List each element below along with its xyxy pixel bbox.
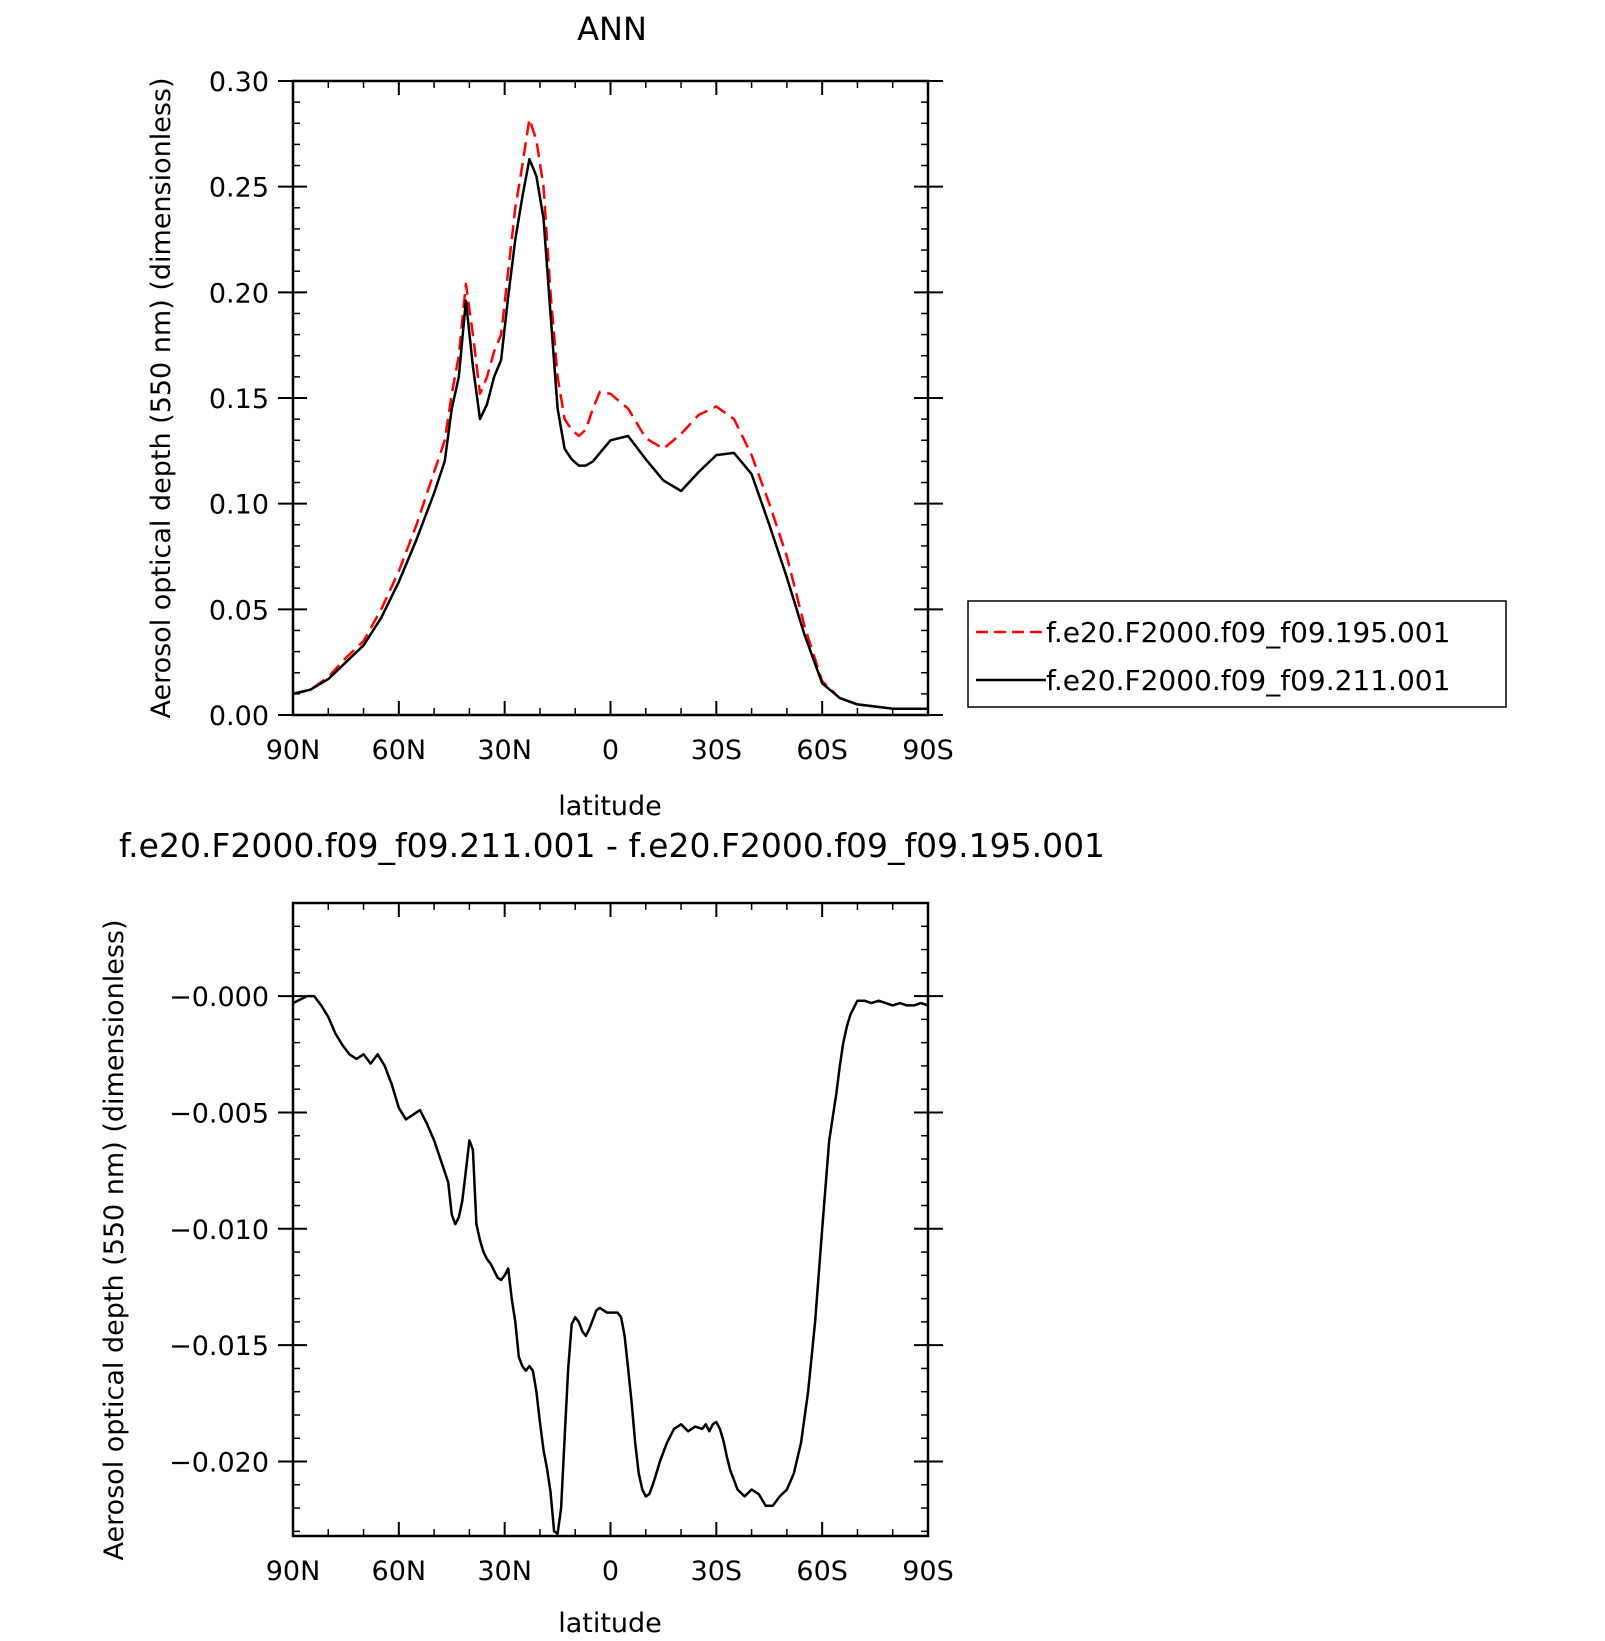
top-chart-panel: ANN 90N 60N 30N 0 30S 60S 90S 0.00 0.05 0.10 0.15… xyxy=(146,10,1507,822)
bottom-chart-y-axis-label: Aerosol optical depth (550 nm) (dimensio… xyxy=(99,919,130,1560)
bottom-chart-y-tick-labels: −0.000 −0.005 −0.010 −0.015 −0.020 xyxy=(169,982,269,1478)
top-y-tick-label: 0.30 xyxy=(209,67,269,98)
top-series-line-1 xyxy=(292,117,928,710)
top-chart-x-axis-label: latitude xyxy=(558,791,662,822)
top-x-tick-label: 90N xyxy=(266,735,321,766)
bottom-y-tick-label: −0.000 xyxy=(169,982,269,1013)
top-y-tick-label: 0.25 xyxy=(209,173,269,204)
bottom-x-tick-label: 90N xyxy=(266,1556,321,1587)
bottom-chart-plot-frame xyxy=(291,901,930,1538)
bottom-chart-x-tick-labels: 90N 60N 30N 0 30S 60S 90S xyxy=(266,1556,954,1587)
bottom-y-tick-label: −0.010 xyxy=(169,1215,269,1246)
bottom-y-tick-label: −0.015 xyxy=(169,1331,269,1362)
top-x-tick-label: 0 xyxy=(602,735,619,766)
top-chart-x-tick-labels: 90N 60N 30N 0 30S 60S 90S xyxy=(266,735,954,766)
top-x-tick-label: 60N xyxy=(372,735,427,766)
top-y-tick-label: 0.15 xyxy=(209,384,269,415)
bottom-chart-ticks xyxy=(278,902,943,1536)
top-chart-y-axis-label: Aerosol optical depth (550 nm) (dimensio… xyxy=(146,77,177,718)
bottom-x-tick-label: 60S xyxy=(796,1556,848,1587)
bottom-x-tick-label: 90S xyxy=(902,1556,954,1587)
bottom-x-tick-label: 60N xyxy=(372,1556,427,1587)
legend-frame xyxy=(967,600,1507,708)
top-chart-title: ANN xyxy=(577,10,647,48)
top-chart-ticks xyxy=(278,80,943,716)
top-x-tick-label: 30S xyxy=(691,735,743,766)
bottom-chart-series xyxy=(292,994,929,1535)
top-y-tick-label: 0.20 xyxy=(209,278,269,309)
bottom-y-tick-label: −0.005 xyxy=(169,1098,269,1129)
bottom-chart-panel: f.e20.F2000.f09_f09.211.001 - f.e20.F200… xyxy=(99,826,1105,1639)
top-y-tick-label: 0.05 xyxy=(209,595,269,626)
top-x-tick-label: 90S xyxy=(902,735,954,766)
bottom-chart-title: f.e20.F2000.f09_f09.211.001 - f.e20.F200… xyxy=(119,826,1105,865)
legend-label-series-2: f.e20.F2000.f09_f09.211.001 xyxy=(1046,664,1450,697)
bottom-chart-x-axis-label: latitude xyxy=(558,1608,662,1639)
legend-label-series-1: f.e20.F2000.f09_f09.195.001 xyxy=(1046,616,1450,649)
top-chart-series xyxy=(292,117,928,710)
bottom-x-tick-label: 30N xyxy=(477,1556,532,1587)
bottom-y-tick-label: −0.020 xyxy=(169,1448,269,1479)
top-chart-y-tick-labels: 0.00 0.05 0.10 0.15 0.20 0.25 0.30 xyxy=(209,67,269,732)
bottom-x-tick-label: 30S xyxy=(691,1556,743,1587)
bottom-series-line-1 xyxy=(292,994,929,1535)
top-series-line-2 xyxy=(292,157,928,710)
top-y-tick-label: 0.00 xyxy=(209,701,269,732)
top-chart-plot-frame xyxy=(291,79,930,717)
top-x-tick-label: 60S xyxy=(796,735,848,766)
top-y-tick-label: 0.10 xyxy=(209,490,269,521)
top-chart-legend: f.e20.F2000.f09_f09.195.001 f.e20.F2000.… xyxy=(967,600,1507,708)
top-x-tick-label: 30N xyxy=(477,735,532,766)
bottom-x-tick-label: 0 xyxy=(602,1556,619,1587)
